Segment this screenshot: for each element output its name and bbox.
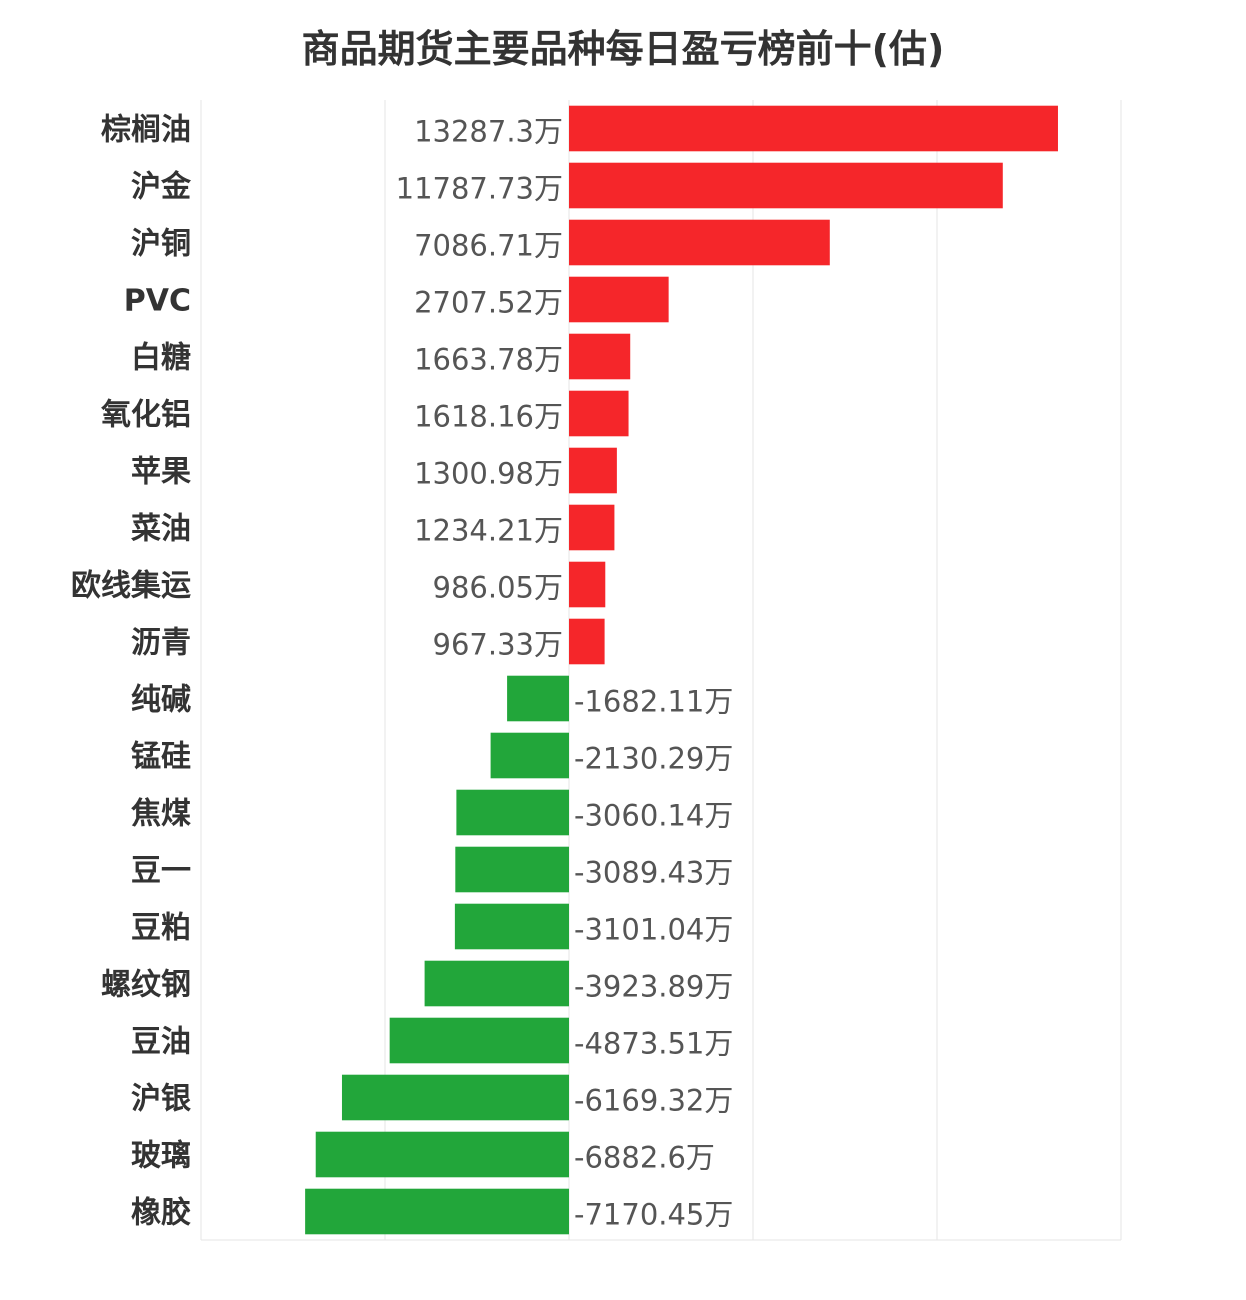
category-label: 橡胶 <box>131 1196 191 1231</box>
data-label: 986.05万 <box>433 571 563 605</box>
bar <box>341 1074 569 1121</box>
bar <box>507 675 569 722</box>
bar <box>454 903 569 950</box>
category-label: 氧化铝 <box>101 398 191 433</box>
bar <box>569 504 615 551</box>
bar <box>455 846 569 893</box>
data-label: 1234.21万 <box>414 514 563 548</box>
category-label: 沪金 <box>131 170 192 205</box>
bar <box>569 333 631 380</box>
data-label: 967.33万 <box>433 628 563 662</box>
category-label: 玻璃 <box>131 1139 191 1174</box>
bar <box>569 219 830 266</box>
category-label: PVC <box>124 284 191 319</box>
data-label: -6169.32万 <box>574 1084 733 1118</box>
data-label: -7170.45万 <box>574 1198 733 1232</box>
category-label: 苹果 <box>131 455 191 490</box>
data-label: 1663.78万 <box>414 343 563 377</box>
data-label: -3101.04万 <box>574 913 733 947</box>
data-label: 2707.52万 <box>414 286 563 320</box>
category-label: 锰硅 <box>131 740 191 775</box>
chart-title: 商品期货主要品种每日盈亏榜前十(估) <box>301 27 945 71</box>
data-label: 13287.3万 <box>414 115 563 149</box>
category-label: 豆粕 <box>131 911 191 946</box>
data-label: -3923.89万 <box>574 970 733 1004</box>
category-label: 豆油 <box>131 1025 191 1060</box>
category-label: 沪铜 <box>131 227 191 262</box>
bar <box>569 561 606 608</box>
category-label: 欧线集运 <box>71 569 191 604</box>
data-label: 1300.98万 <box>414 457 563 491</box>
bar <box>315 1131 569 1178</box>
data-label: -3060.14万 <box>574 799 733 833</box>
bar <box>569 105 1058 152</box>
data-label: 11787.73万 <box>396 172 563 206</box>
data-label: 1618.16万 <box>414 400 563 434</box>
bar <box>569 276 669 323</box>
bar <box>569 618 605 665</box>
category-label: 螺纹钢 <box>101 968 191 1003</box>
bar <box>569 447 617 494</box>
bar <box>569 162 1003 209</box>
data-label: -4873.51万 <box>574 1027 733 1061</box>
category-label: 菜油 <box>131 512 191 547</box>
category-label: 纯碱 <box>131 683 191 718</box>
category-label: 棕榈油 <box>101 113 191 148</box>
bar <box>569 390 629 437</box>
bar <box>424 960 569 1007</box>
category-label: 焦煤 <box>131 797 191 832</box>
data-label: -2130.29万 <box>574 742 733 776</box>
bar-layer <box>305 105 1058 1235</box>
category-label: 豆一 <box>131 854 191 889</box>
bar <box>456 789 569 836</box>
category-label: 沥青 <box>131 626 191 661</box>
bar <box>389 1017 569 1064</box>
data-label: -6882.6万 <box>574 1141 715 1175</box>
bar <box>305 1188 569 1235</box>
data-label: 7086.71万 <box>414 229 563 263</box>
category-label: 白糖 <box>131 341 191 376</box>
data-label: -3089.43万 <box>574 856 733 890</box>
bar <box>490 732 569 779</box>
data-label: -1682.11万 <box>574 685 733 719</box>
category-label: 沪银 <box>131 1082 191 1117</box>
grid-layer <box>200 100 1122 1241</box>
